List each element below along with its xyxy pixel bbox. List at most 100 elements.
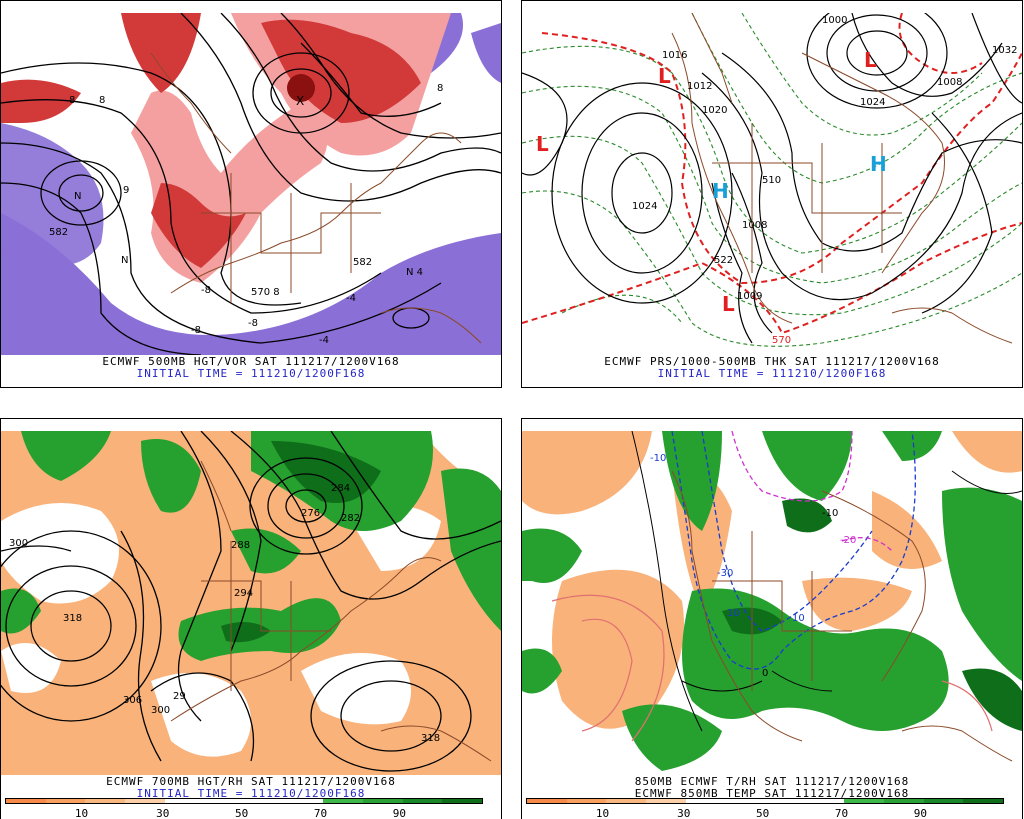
svg-text:510: 510 bbox=[762, 175, 781, 186]
panel3-labels: 300 318 288 294 284 276 282 306 300 29 3… bbox=[9, 483, 440, 744]
panel2-caption-main: ECMWF PRS/1000-500MB THK SAT 111217/1200… bbox=[604, 355, 940, 368]
svg-text:522: 522 bbox=[714, 255, 733, 266]
panel1-caption-main: ECMWF 500MB HGT/VOR SAT 111217/1200V168 bbox=[102, 355, 400, 368]
svg-text:582: 582 bbox=[353, 257, 372, 268]
temp850-map: -10 -20 -30 -10 10 10 0 bbox=[522, 431, 1022, 775]
panel-700mb-rh: 300 318 288 294 284 276 282 306 300 29 3… bbox=[0, 418, 502, 819]
thickness-516-line bbox=[898, 13, 983, 74]
panel-500mb-vorticity: 582 N N N 4 570 8 -8 -4 -4 8 8 -8 582 -8… bbox=[0, 0, 502, 388]
high-center-1: H bbox=[712, 179, 729, 203]
svg-text:-20: -20 bbox=[840, 535, 856, 546]
low-center-2: L bbox=[658, 64, 671, 88]
panel-pressure-thickness: H H L L L L 1024 1016 1032 1000 1008 101… bbox=[521, 0, 1023, 388]
svg-text:582: 582 bbox=[49, 227, 68, 238]
svg-text:1008: 1008 bbox=[742, 220, 767, 231]
svg-text:X: X bbox=[296, 94, 304, 108]
svg-text:300: 300 bbox=[9, 538, 28, 549]
vort-red-top bbox=[121, 13, 201, 93]
svg-text:318: 318 bbox=[421, 733, 440, 744]
svg-text:N: N bbox=[121, 255, 128, 266]
pressure-thickness-map: H H L L L L 1024 1016 1032 1000 1008 101… bbox=[522, 13, 1022, 355]
rh-colorbar-ticks: 10 30 50 70 90 bbox=[74, 807, 406, 819]
panel1-labels: 582 N N N 4 570 8 -8 -4 -4 8 8 -8 582 -8… bbox=[49, 83, 443, 346]
svg-text:1020: 1020 bbox=[702, 105, 727, 116]
coastlines bbox=[150, 52, 482, 344]
svg-text:1024: 1024 bbox=[632, 201, 657, 212]
svg-text:318: 318 bbox=[63, 613, 82, 624]
coastlines-p2 bbox=[671, 13, 1013, 344]
svg-text:1000: 1000 bbox=[822, 15, 847, 26]
rh700-map: 300 318 288 294 284 276 282 306 300 29 3… bbox=[1, 431, 501, 775]
pressure-centers: H H L L L L bbox=[536, 48, 887, 316]
low-center-4: L bbox=[722, 292, 735, 316]
panel4-labels: -10 -20 -30 -10 10 10 0 bbox=[650, 453, 856, 679]
svg-text:1009: 1009 bbox=[737, 291, 762, 302]
svg-text:294: 294 bbox=[234, 588, 253, 599]
svg-text:-8: -8 bbox=[248, 318, 258, 329]
svg-text:570: 570 bbox=[772, 335, 791, 346]
svg-text:276: 276 bbox=[301, 508, 320, 519]
svg-text:1032: 1032 bbox=[992, 45, 1017, 56]
vort-purple-corner bbox=[471, 23, 501, 83]
low-center-3: L bbox=[864, 48, 877, 72]
rh-dry-patches bbox=[1, 431, 501, 757]
svg-text:-10: -10 bbox=[822, 508, 838, 519]
temp-contours-black bbox=[631, 431, 1022, 732]
rh850-colorbar-ticks: 10 30 50 70 90 bbox=[595, 807, 927, 819]
svg-text:N 4: N 4 bbox=[406, 267, 423, 278]
svg-text:300: 300 bbox=[151, 705, 170, 716]
svg-text:1016: 1016 bbox=[662, 50, 687, 61]
svg-text:10: 10 bbox=[727, 608, 740, 619]
svg-text:-4: -4 bbox=[346, 293, 356, 304]
panel4-caption-main: 850MB ECMWF T/RH SAT 111217/1200V168 bbox=[634, 775, 910, 788]
panel-850mb-temp-rh: -10 -20 -30 -10 10 10 0 850MB ECMWF T/RH… bbox=[521, 418, 1023, 819]
vort-purple-south bbox=[1, 213, 501, 355]
temp-magenta-dashed bbox=[731, 431, 893, 552]
svg-text:-8: -8 bbox=[191, 325, 201, 336]
isobars bbox=[522, 13, 1022, 344]
svg-text:8: 8 bbox=[437, 83, 443, 94]
low-center-1: L bbox=[536, 132, 549, 156]
svg-text:1024: 1024 bbox=[860, 97, 885, 108]
svg-text:306: 306 bbox=[123, 695, 142, 706]
svg-text:-4: -4 bbox=[319, 335, 329, 346]
rh850-colorbar bbox=[526, 798, 1004, 804]
svg-text:8: 8 bbox=[69, 95, 75, 106]
vort-red-nw bbox=[1, 79, 81, 123]
rh-colorbar bbox=[5, 798, 483, 804]
high-center-2: H bbox=[870, 152, 887, 176]
coastlines-p3 bbox=[170, 460, 492, 762]
vort-red-core bbox=[151, 183, 246, 268]
svg-text:288: 288 bbox=[231, 540, 250, 551]
svg-text:8: 8 bbox=[99, 95, 105, 106]
svg-text:1008: 1008 bbox=[937, 77, 962, 88]
rh-dark-moist bbox=[221, 441, 381, 643]
svg-text:282: 282 bbox=[341, 513, 360, 524]
vort-max bbox=[287, 74, 315, 102]
panel4-caption-sub: ECMWF 850MB TEMP SAT 111217/1200V168 bbox=[634, 787, 910, 800]
svg-text:1012: 1012 bbox=[687, 81, 712, 92]
svg-text:-10: -10 bbox=[650, 453, 666, 464]
svg-text:570 8: 570 8 bbox=[251, 287, 280, 298]
height-contours-700 bbox=[1, 431, 501, 772]
panel3-caption-init: INITIAL TIME = 111210/1200F168 bbox=[136, 787, 366, 800]
coastlines-p4 bbox=[671, 470, 1013, 762]
svg-text:0: 0 bbox=[762, 668, 768, 679]
height-contours bbox=[1, 13, 501, 355]
svg-text:N: N bbox=[74, 191, 81, 202]
svg-text:-30: -30 bbox=[717, 568, 733, 579]
panel1-caption-init: INITIAL TIME = 111210/1200F168 bbox=[136, 367, 366, 380]
panel2-labels: 1024 1016 1032 1000 1008 1012 1020 1024 … bbox=[632, 15, 1017, 346]
temp-warm-solid bbox=[551, 594, 993, 742]
temp-cold-dashed bbox=[671, 431, 916, 670]
vort-purple-west bbox=[1, 123, 104, 266]
thickness-570-line bbox=[522, 222, 1022, 335]
svg-text:10: 10 bbox=[792, 613, 805, 624]
panel2-caption-init: INITIAL TIME = 111210/1200F168 bbox=[657, 367, 887, 380]
svg-text:-8: -8 bbox=[201, 285, 211, 296]
svg-text:284: 284 bbox=[331, 483, 350, 494]
vorticity-map: 582 N N N 4 570 8 -8 -4 -4 8 8 -8 582 -8… bbox=[1, 13, 501, 355]
svg-text:9: 9 bbox=[123, 185, 129, 196]
svg-text:29: 29 bbox=[173, 691, 186, 702]
panel3-caption-main: ECMWF 700MB HGT/RH SAT 111217/1200V168 bbox=[106, 775, 396, 788]
